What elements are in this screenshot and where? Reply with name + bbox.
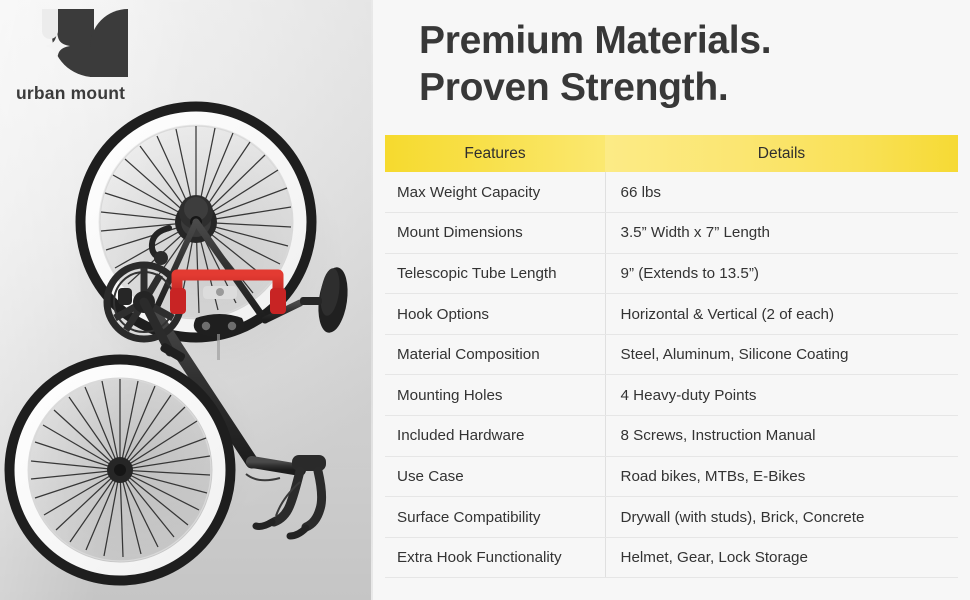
cell-feature: Max Weight Capacity (385, 172, 605, 214)
cell-detail: Steel, Aluminum, Silicone Coating (604, 334, 958, 376)
table-row: Mounting Holes 4 Heavy-duty Points (385, 374, 958, 417)
content-panel: Premium Materials. Proven Strength. Feat… (373, 0, 970, 600)
brand-wordmark: urban mount (16, 83, 126, 103)
column-header-details: Details (605, 135, 958, 172)
cell-feature: Material Composition (385, 334, 605, 376)
cell-detail: Drywall (with studs), Brick, Concrete (604, 496, 958, 538)
table-row: Included Hardware 8 Screws, Instruction M… (385, 415, 958, 457)
cell-feature: Surface Compatibility (385, 496, 605, 538)
panel-divider (371, 0, 373, 600)
cell-feature: Mounting Holes (385, 374, 605, 417)
sparkle-icon (44, 31, 70, 61)
column-header-features: Features (385, 135, 605, 172)
cell-detail: 66 lbs (604, 172, 958, 214)
page-title: Premium Materials. Proven Strength. (419, 17, 959, 111)
cell-detail: Road bikes, MTBs, E-Bikes (604, 456, 958, 498)
cell-feature: Included Hardware (385, 415, 605, 457)
cell-detail: 3.5” Width x 7” Length (604, 212, 958, 254)
table-row: Telescopic Tube Length 9” (Extends to 13.… (385, 253, 958, 295)
table-header-row: Features Details (385, 135, 958, 172)
cell-detail: 4 Heavy-duty Points (604, 374, 958, 417)
specifications-table: Features Details Max Weight Capacity 66 l… (385, 135, 958, 579)
cell-detail: 9” (Extends to 13.5”) (604, 253, 958, 295)
table-row: Use Case Road bikes, MTBs, E-Bikes (385, 456, 958, 498)
headline-line-1: Premium Materials. (419, 19, 772, 62)
table-header: Features Details (385, 135, 958, 172)
table-row: Mount Dimensions 3.5” Width x 7” Length (385, 212, 958, 254)
table-row: Hook Options Horizontal & Vertical (2 of … (385, 293, 958, 335)
cell-feature: Hook Options (385, 293, 605, 335)
headline-line-2: Proven Strength. (419, 66, 729, 109)
cell-detail: 8 Screws, Instruction Manual (604, 415, 958, 457)
table-row: Surface Compatibility Drywall (with studs… (385, 496, 958, 538)
table-row: Material Composition Steel, Aluminum, Sil… (385, 334, 958, 376)
cell-feature: Use Case (385, 456, 605, 498)
table-row: Max Weight Capacity 66 lbs (385, 172, 958, 214)
urban-mount-logo-icon (16, 9, 128, 77)
cell-detail: Helmet, Gear, Lock Storage (604, 537, 958, 579)
table-body: Max Weight Capacity 66 lbs Mount Dimension… (385, 172, 958, 579)
brand-logo: urban mount (16, 9, 146, 104)
table-row: Extra Hook Functionality Helmet, Gear, Lo… (385, 537, 958, 579)
product-image-panel: urban mount (0, 0, 373, 600)
cell-feature: Telescopic Tube Length (385, 253, 605, 295)
cell-detail: Horizontal & Vertical (2 of each) (604, 293, 958, 335)
cell-feature: Mount Dimensions (385, 212, 605, 254)
cell-feature: Extra Hook Functionality (385, 537, 605, 579)
